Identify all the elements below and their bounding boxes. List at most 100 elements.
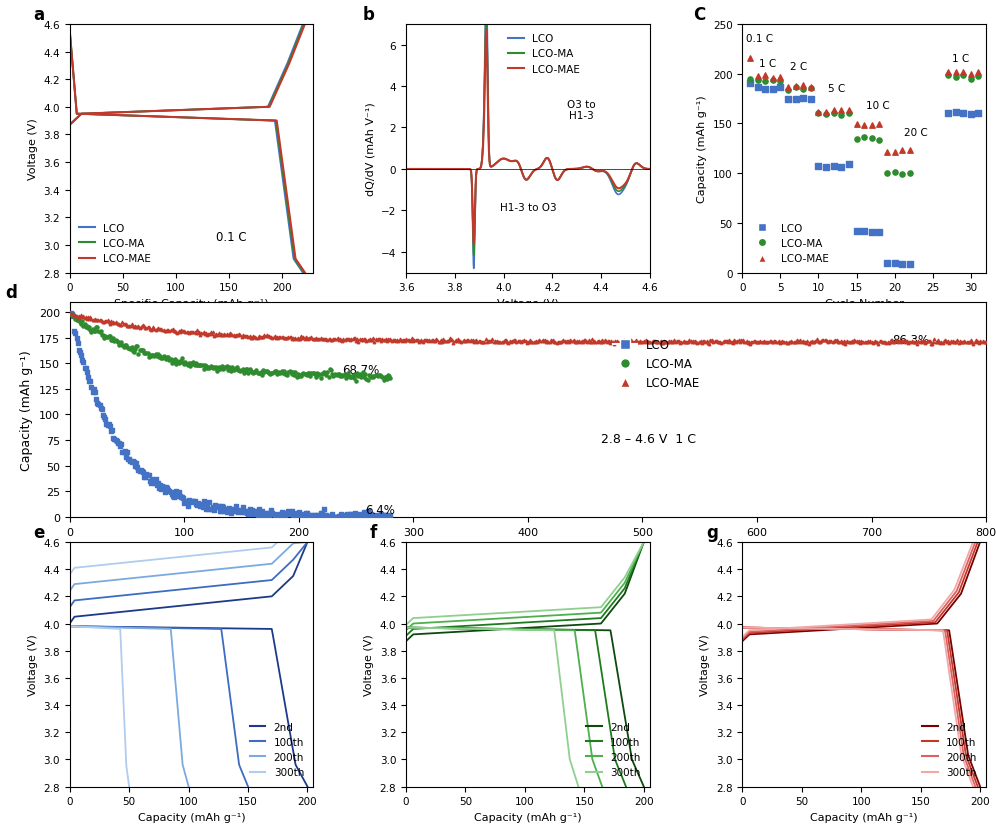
Point	[746, 335, 762, 349]
Point	[207, 329, 223, 342]
Point	[586, 336, 602, 349]
Point	[405, 335, 421, 348]
Point	[381, 335, 397, 348]
Point	[878, 337, 894, 350]
Point	[117, 318, 132, 331]
Point	[904, 336, 920, 349]
Point	[685, 335, 701, 348]
Point	[641, 335, 657, 349]
Point	[109, 317, 124, 330]
Point	[339, 369, 355, 383]
Point	[728, 336, 744, 349]
Point	[123, 320, 138, 333]
Point	[978, 336, 994, 349]
Point	[973, 336, 989, 349]
Point	[375, 334, 391, 347]
Point	[614, 336, 629, 349]
Point	[820, 335, 836, 349]
Point	[615, 336, 630, 349]
Point	[440, 335, 456, 348]
Point	[311, 369, 327, 383]
Point	[111, 339, 126, 353]
Point	[140, 321, 156, 335]
Point	[354, 511, 370, 524]
Point	[215, 500, 231, 513]
Point	[335, 335, 351, 348]
Point	[208, 328, 224, 341]
Point	[330, 368, 346, 382]
Point	[124, 341, 139, 354]
Point	[121, 320, 136, 333]
Point	[150, 322, 166, 335]
Point	[573, 336, 589, 349]
Point	[363, 508, 378, 521]
Point	[834, 336, 850, 349]
Point	[937, 335, 953, 348]
Point	[331, 510, 347, 523]
Point	[366, 371, 381, 384]
Point	[135, 344, 151, 358]
Point	[224, 505, 240, 518]
Point	[631, 336, 647, 349]
Point	[130, 348, 146, 361]
Point	[320, 511, 336, 524]
Point	[410, 335, 426, 348]
Point	[85, 386, 101, 399]
Point	[693, 335, 709, 349]
Point	[838, 338, 854, 351]
Point	[121, 452, 136, 465]
Point	[106, 431, 122, 445]
Point	[376, 508, 392, 522]
Point	[189, 359, 205, 372]
Point	[494, 336, 510, 349]
Point	[561, 336, 577, 349]
Point	[590, 335, 606, 348]
Point	[165, 489, 181, 503]
Point	[253, 330, 269, 344]
Point	[153, 323, 169, 336]
Point	[947, 107, 963, 120]
Point	[181, 493, 197, 507]
Point	[193, 327, 209, 340]
Point	[604, 335, 620, 349]
Point	[881, 336, 897, 349]
Point	[872, 118, 887, 131]
Point	[230, 329, 246, 342]
Point	[265, 331, 281, 344]
Point	[247, 508, 263, 521]
Point	[232, 364, 248, 378]
Text: 86.3%: 86.3%	[892, 333, 929, 346]
Legend: LCO, LCO-MA, LCO-MAE: LCO, LCO-MA, LCO-MAE	[609, 334, 705, 394]
Point	[613, 335, 628, 349]
Point	[184, 494, 200, 508]
Point	[244, 332, 260, 345]
Point	[115, 316, 130, 330]
Point	[284, 333, 300, 346]
Point	[365, 370, 380, 383]
Point	[279, 369, 296, 383]
Point	[344, 508, 360, 521]
Point	[431, 335, 447, 349]
Point	[802, 336, 818, 349]
Point	[153, 352, 169, 365]
Point	[383, 335, 399, 348]
Point	[231, 364, 247, 378]
Point	[317, 509, 333, 522]
Point	[106, 332, 122, 345]
Point	[506, 335, 522, 348]
Point	[710, 336, 726, 349]
Point	[225, 503, 241, 516]
Point	[231, 328, 247, 341]
Point	[288, 332, 304, 345]
Point	[692, 335, 708, 349]
Point	[568, 336, 584, 349]
Point	[724, 336, 740, 349]
Point	[468, 334, 484, 347]
Point	[557, 335, 573, 349]
Point	[489, 335, 505, 349]
Point	[678, 335, 694, 349]
Point	[258, 365, 274, 378]
Point	[347, 332, 363, 345]
Point	[274, 330, 290, 344]
Point	[688, 335, 704, 349]
